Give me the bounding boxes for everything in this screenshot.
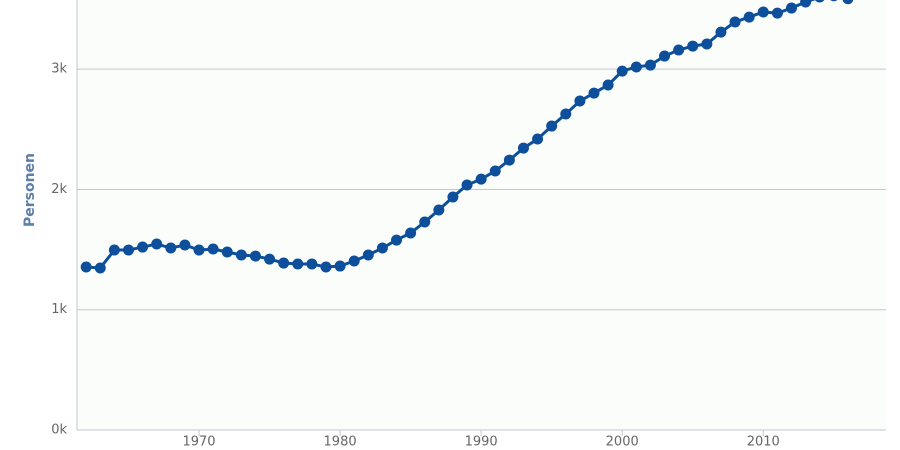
data-point [574,95,586,107]
x-tick-label: 1970 [182,435,215,450]
y-tick-label: 0k [51,423,67,438]
data-point [800,0,812,8]
data-point [433,204,445,216]
data-point [757,6,769,18]
data-point [546,120,558,132]
data-point [376,242,388,254]
data-point [151,238,163,250]
x-tick-label: 2010 [747,435,780,450]
data-point [701,38,713,50]
data-point [842,0,854,5]
data-point [306,258,318,270]
data-point [221,246,233,258]
data-point [673,44,685,56]
x-tick-label: 1990 [465,435,498,450]
data-point [320,261,332,273]
data-point [644,59,656,71]
plot-area [80,0,854,274]
data-point [362,249,374,261]
data-point [80,261,92,273]
data-point [630,61,642,73]
data-point [830,0,838,2]
data-point [729,16,741,28]
data-point [659,50,671,62]
data-point [122,244,134,256]
data-point [405,227,417,239]
data-point [235,249,247,261]
data-point [137,241,149,253]
data-point [461,179,473,191]
data-point [447,191,459,203]
data-point [616,65,628,77]
data-point [517,142,529,154]
y-axis-label: Personen [22,153,38,227]
data-point [348,255,360,267]
data-point [743,11,755,23]
data-point [815,0,825,3]
data-point [560,108,572,120]
data-point [785,2,797,14]
x-tick-label: 2000 [606,435,639,450]
data-point [278,257,290,269]
data-point [489,165,501,177]
y-tick-label: 2k [51,182,67,197]
data-point [532,133,544,145]
plot-background [77,0,886,430]
data-point [292,258,304,270]
data-point [715,26,727,38]
data-point [475,173,487,185]
data-point [207,243,219,255]
data-point [334,260,346,272]
y-tick-label: 3k [51,62,67,77]
data-point [249,250,261,262]
data-point [94,262,106,274]
x-tick-label: 1980 [324,435,357,450]
data-point [179,239,191,251]
data-point [771,7,783,19]
y-tick-label: 1k [51,302,67,317]
data-point [391,234,403,246]
data-point [165,242,177,254]
data-point [264,253,276,265]
data-point [602,79,614,91]
data-point [503,154,515,166]
data-point [193,244,205,256]
data-point [419,216,431,228]
data-point [588,87,600,99]
data-point [687,40,699,52]
data-point [108,244,120,256]
